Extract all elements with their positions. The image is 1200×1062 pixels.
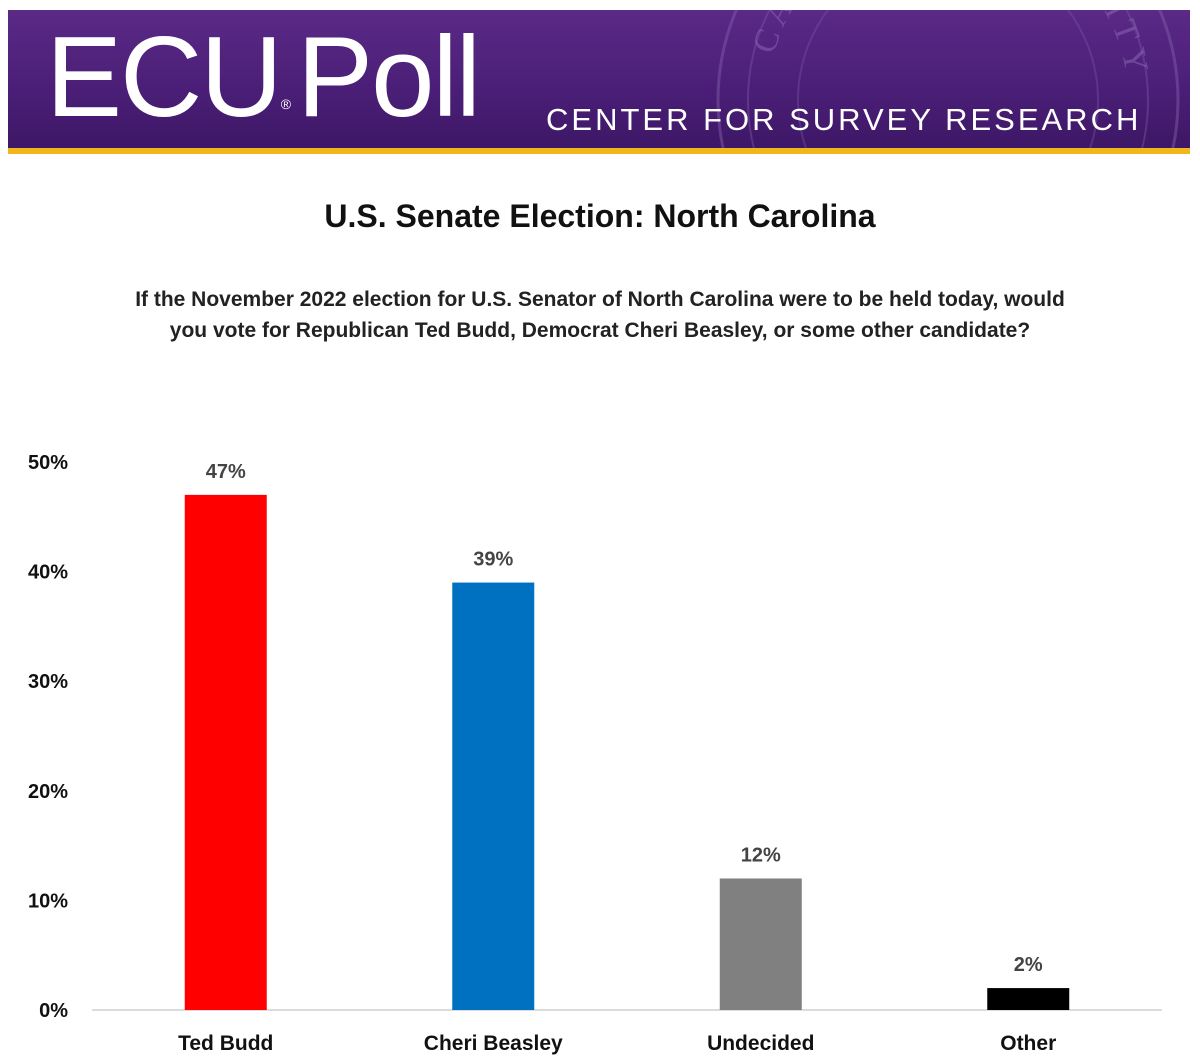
registered-mark: ®: [280, 96, 291, 112]
x-category-label: Cheri Beasley: [424, 1032, 563, 1055]
bar: [719, 878, 802, 1010]
chart-title: U.S. Senate Election: North Carolina: [324, 198, 876, 234]
x-category-label: Other: [1000, 1032, 1056, 1055]
y-tick-label: 0%: [39, 1000, 68, 1022]
ecu-poll-logo: ECU®Poll: [46, 18, 481, 138]
bar: [452, 582, 535, 1010]
y-tick-label: 50%: [28, 452, 68, 474]
data-label: 39%: [473, 549, 513, 571]
x-axis: Ted Budd Cheri Beasley Undecided Other: [178, 1032, 1056, 1055]
y-tick-label: 10%: [28, 890, 68, 912]
y-tick-label: 30%: [28, 671, 68, 693]
header-banner: CAROLINA UNIVERSITY ECU®Poll CENTER FOR …: [8, 10, 1190, 148]
y-tick-label: 20%: [28, 781, 68, 803]
y-tick-label: 40%: [28, 562, 68, 584]
center-tagline: CENTER FOR SURVEY RESEARCH: [546, 102, 1142, 137]
data-label: 47%: [206, 461, 246, 483]
bar: [184, 494, 267, 1010]
banner-gold-stripe: [8, 148, 1190, 154]
university-seal-icon: CAROLINA UNIVERSITY: [716, 10, 1180, 148]
x-category-label: Undecided: [707, 1032, 814, 1055]
y-axis: 0% 10% 20% 30% 40% 50%: [28, 452, 68, 1022]
data-label: 12%: [741, 844, 781, 866]
logo-ecu: ECU: [46, 14, 283, 141]
logo-poll: Poll: [297, 14, 481, 141]
chart-subtitle: If the November 2022 election for U.S. S…: [135, 288, 1065, 342]
x-category-label: Ted Budd: [178, 1032, 273, 1055]
bars: 47% 39% 12% 2%: [184, 461, 1070, 1010]
data-label: 2%: [1014, 954, 1043, 976]
bar-chart: 0% 10% 20% 30% 40% 50% 47% 39% 12% 2% Ted Budd Ch…: [28, 452, 1162, 1055]
bar: [987, 988, 1070, 1010]
